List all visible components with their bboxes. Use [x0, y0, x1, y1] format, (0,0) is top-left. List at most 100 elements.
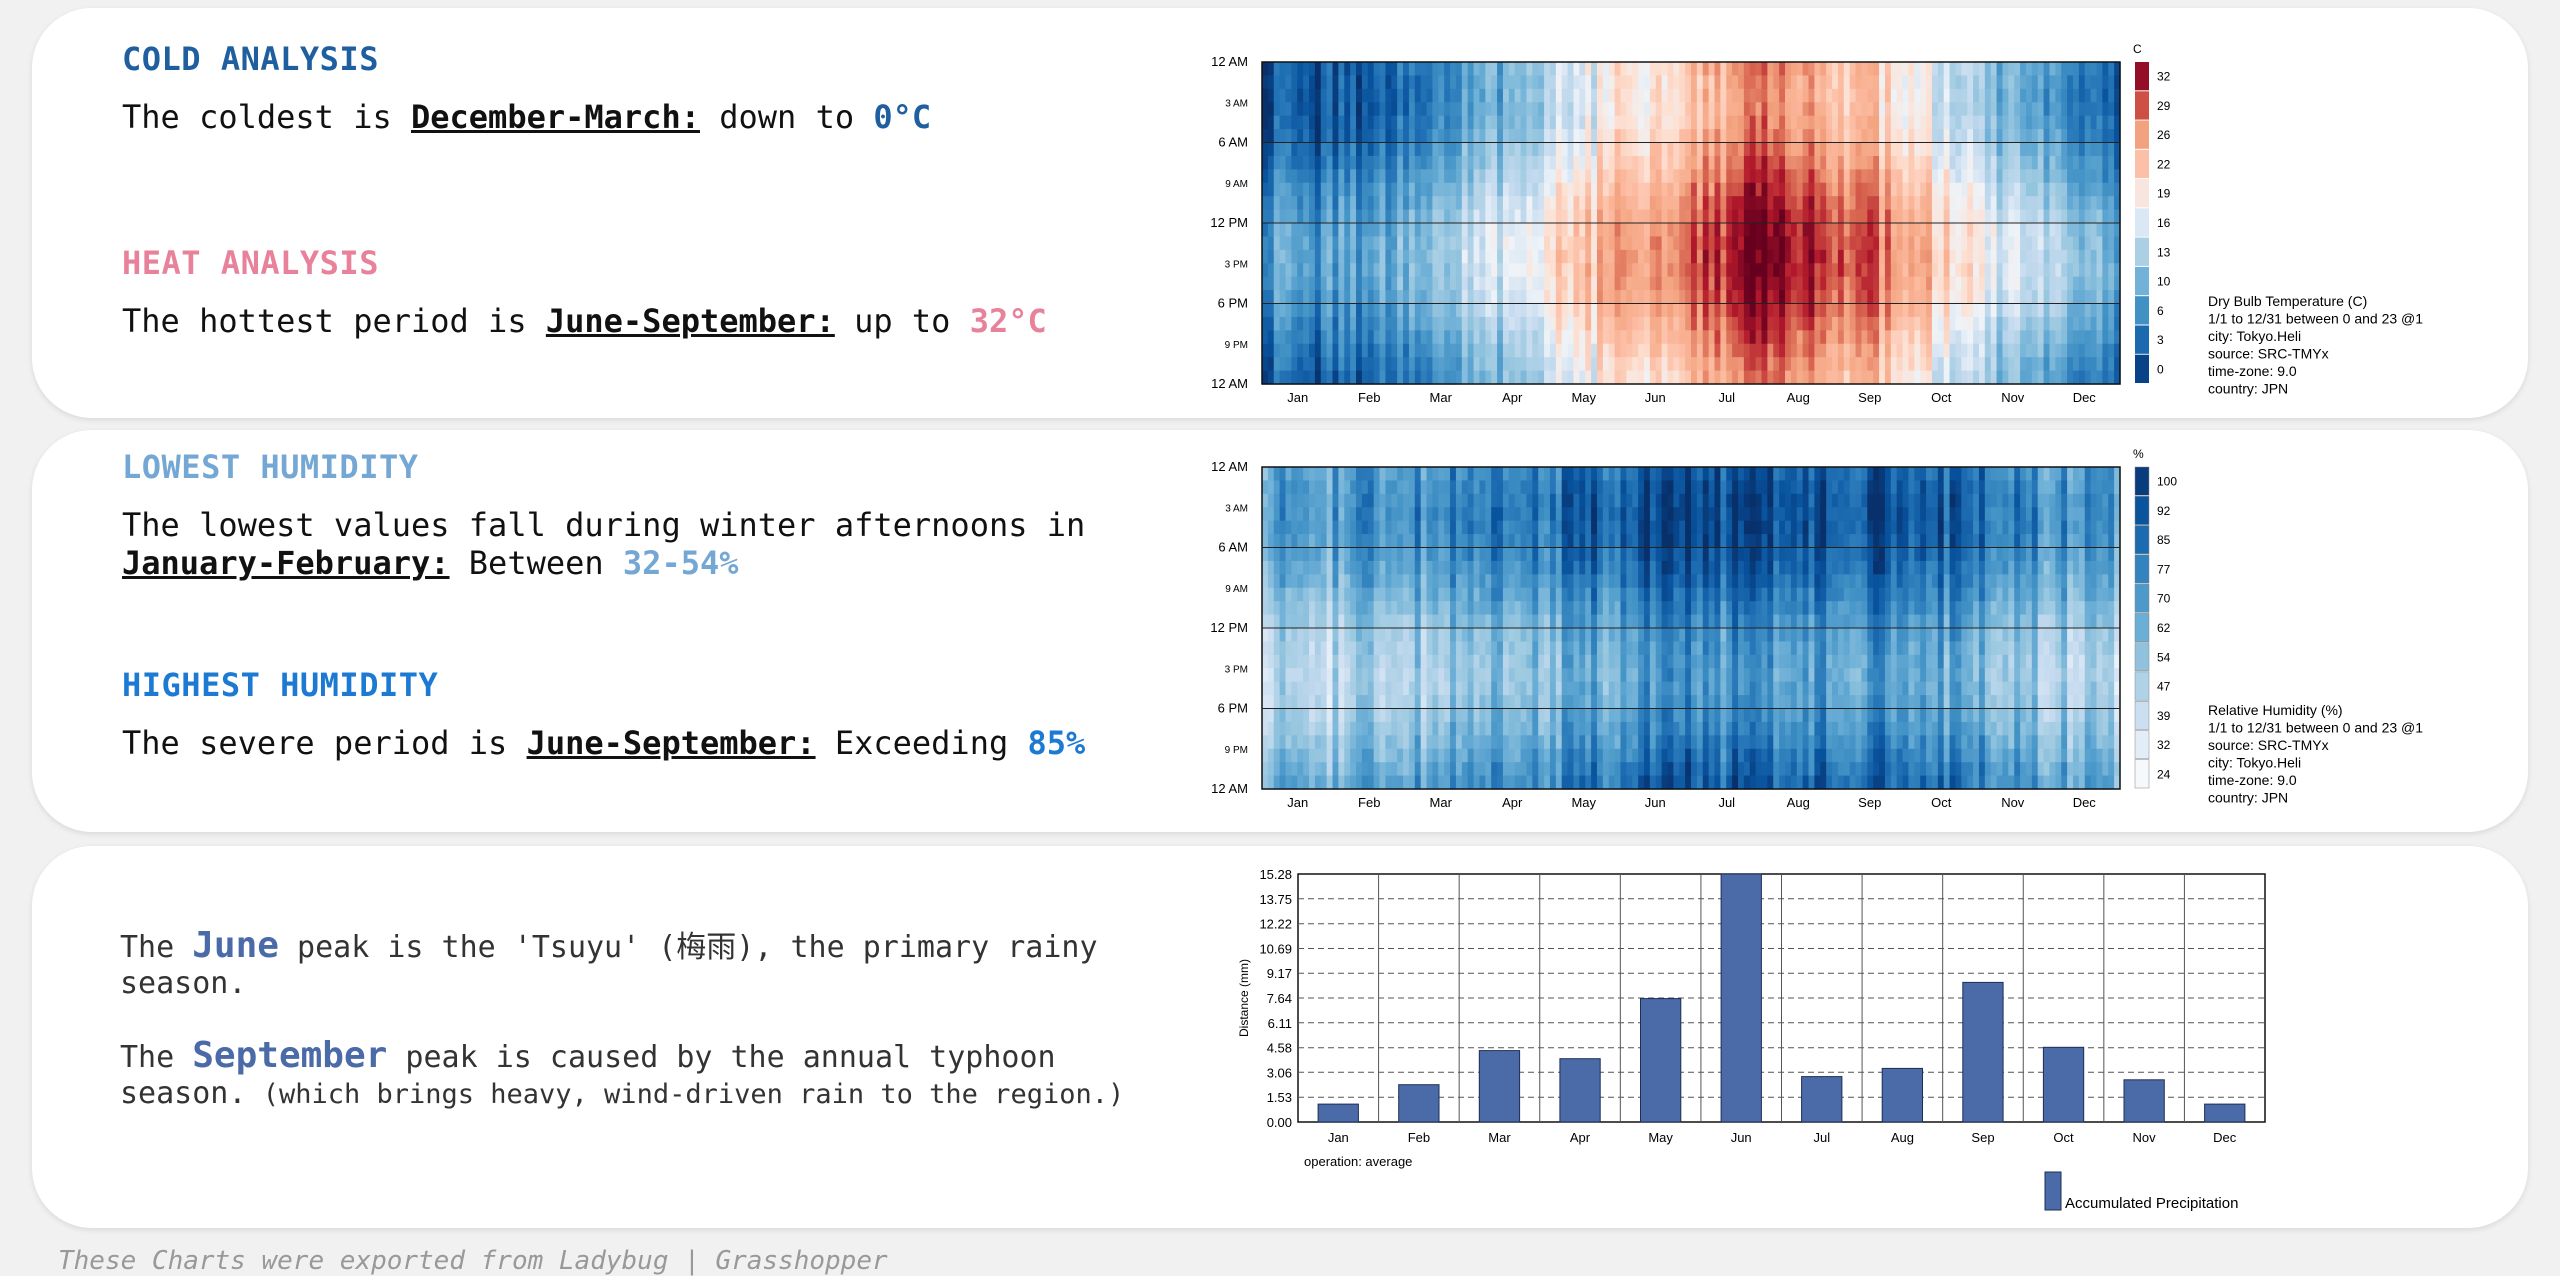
heatmap-cell — [1362, 588, 1368, 602]
heatmap-cell — [1709, 371, 1715, 385]
heatmap-cell — [1844, 129, 1850, 143]
heatmap-cell — [1609, 116, 1615, 130]
heatmap-cell — [1427, 682, 1433, 696]
heatmap-cell — [1532, 236, 1538, 250]
heatmap-cell — [1826, 75, 1832, 89]
heatmap-cell — [1444, 615, 1450, 629]
heatmap-cell — [1850, 156, 1856, 170]
heatmap-cell — [1591, 263, 1597, 277]
heatmap-cell — [1350, 344, 1356, 358]
heatmap-cell — [1262, 615, 1268, 629]
heatmap-cell — [1832, 210, 1838, 224]
heatmap-cell — [2002, 223, 2008, 237]
heatmap-cell — [1603, 183, 1609, 197]
heatmap-cell — [1286, 156, 1292, 170]
heatmap-cell — [1462, 317, 1468, 331]
heatmap-cell — [1485, 615, 1491, 629]
heatmap-cell — [1385, 601, 1391, 615]
heatmap-cell — [1709, 223, 1715, 237]
heatmap-cell — [1286, 695, 1292, 709]
heatmap-cell — [1867, 371, 1873, 385]
heatmap-cell — [1297, 236, 1303, 250]
heatmap-cell — [1550, 169, 1556, 183]
heatmap-cell — [1427, 196, 1433, 210]
heatmap-cell — [2096, 183, 2102, 197]
heatmap-cell — [1333, 561, 1339, 575]
heatmap-cell — [1803, 156, 1809, 170]
legend-swatch — [2135, 238, 2149, 266]
heatmap-cell — [1338, 357, 1344, 371]
heatmap-cell — [1321, 709, 1327, 723]
heatmap-cell — [1462, 494, 1468, 508]
heatmap-cell — [1667, 263, 1673, 277]
heatmap-cell — [1350, 682, 1356, 696]
heatmap-cell — [1709, 263, 1715, 277]
heatmap-cell — [1526, 183, 1532, 197]
heatmap-cell — [1867, 129, 1873, 143]
heatmap-cell — [1444, 574, 1450, 588]
heatmap-cell — [1814, 156, 1820, 170]
heatmap-cell — [1497, 183, 1503, 197]
heatmap-cell — [1274, 317, 1280, 331]
heatmap-cell — [1979, 129, 1985, 143]
heatmap-cell — [2079, 263, 2085, 277]
heatmap-cell — [1573, 507, 1579, 521]
heatmap-cell — [1274, 467, 1280, 481]
heatmap-cell — [1685, 304, 1691, 318]
heatmap-cell — [1609, 183, 1615, 197]
heatmap-cell — [1368, 210, 1374, 224]
heatmap-cell — [1450, 156, 1456, 170]
heatmap-cell — [1809, 210, 1815, 224]
heatmap-cell — [1903, 304, 1909, 318]
heatmap-cell — [1526, 344, 1532, 358]
heatmap-cell — [1397, 183, 1403, 197]
heatmap-cell — [1556, 277, 1562, 291]
heatmap-cell — [1991, 75, 1997, 89]
heatmap-cell — [2014, 62, 2020, 76]
legend-swatch — [2135, 91, 2149, 119]
heatmap-cell — [1662, 75, 1668, 89]
heatmap-cell — [1908, 304, 1914, 318]
heatmap-cell — [1797, 156, 1803, 170]
heatmap-cell — [1438, 574, 1444, 588]
heatmap-cell — [1932, 169, 1938, 183]
heatmap-cell — [1262, 304, 1268, 318]
heatmap-cell — [2079, 89, 2085, 103]
heatmap-cell — [1550, 776, 1556, 790]
heatmap-cell — [1615, 129, 1621, 143]
heatmap-cell — [1474, 735, 1480, 749]
heatmap-cell — [2038, 196, 2044, 210]
heatmap-cell — [1562, 236, 1568, 250]
heatmap-cell — [1432, 521, 1438, 535]
heatmap-cell — [1856, 89, 1862, 103]
heatmap-cell — [1573, 210, 1579, 224]
heatmap-cell — [1456, 330, 1462, 344]
heatmap-cell — [1344, 317, 1350, 331]
heatmap-cell — [1620, 304, 1626, 318]
heatmap-cell — [1650, 75, 1656, 89]
heatmap-cell — [1327, 574, 1333, 588]
heatmap-cell — [1944, 75, 1950, 89]
heatmap-cell — [1914, 277, 1920, 291]
heatmap-cell — [1726, 75, 1732, 89]
heatmap-cell — [1556, 62, 1562, 76]
heatmap-cell — [1374, 156, 1380, 170]
heatmap-cell — [1403, 102, 1409, 116]
heatmap-cell — [2044, 344, 2050, 358]
heatmap-cell — [1509, 102, 1515, 116]
heatmap-cell — [1609, 223, 1615, 237]
heatmap-cell — [1991, 304, 1997, 318]
heatmap-cell — [2002, 304, 2008, 318]
heatmap-cell — [1850, 344, 1856, 358]
heatmap-cell — [1814, 196, 1820, 210]
heatmap-cell — [1338, 183, 1344, 197]
heatmap-cell — [1368, 156, 1374, 170]
heatmap-cell — [1350, 223, 1356, 237]
heatmap-cell — [1644, 250, 1650, 264]
heatmap-cell — [1438, 467, 1444, 481]
heatmap-cell — [1762, 263, 1768, 277]
heatmap-cell — [1427, 129, 1433, 143]
heatmap-cell — [1350, 521, 1356, 535]
heatmap-cell — [1474, 250, 1480, 264]
heatmap-cell — [1979, 236, 1985, 250]
